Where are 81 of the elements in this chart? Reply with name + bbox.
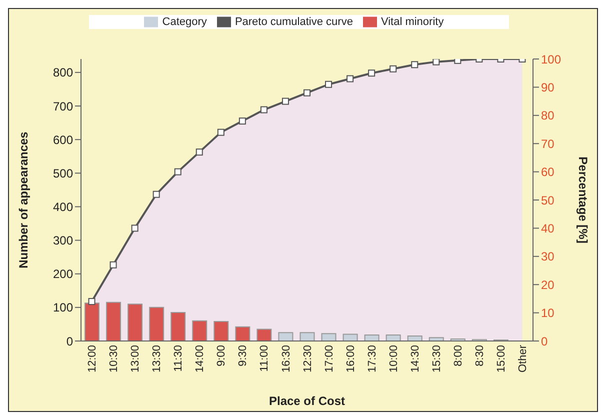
x-tick-label: 10:30 [108,345,120,373]
point [152,190,160,198]
x-tick-label: 15:00 [496,345,508,373]
y2-tick-label: 0 [541,334,548,348]
bar [386,334,401,341]
y2-tick-label: 100 [541,52,562,66]
legend-label: Pareto cumulative curve [234,16,353,28]
bar [128,304,143,341]
y2-axis-title: Percentage [%] [576,156,590,244]
bar [300,332,315,341]
x-tick-label: 13:30 [151,345,164,373]
y-tick-label: 100 [52,300,74,315]
x-tick-label: 12:00 [86,345,99,373]
x-tick-label: 9:00 [216,345,228,366]
point [238,118,246,125]
y-axis-title: Number of appearances [16,131,30,268]
x-tick-label: 8:30 [474,345,486,366]
point [432,59,440,66]
y-tick-label: 500 [52,166,74,180]
x-tick-label: 17:00 [323,345,336,373]
point [217,128,224,136]
legend-label: Category [162,16,207,28]
x-tick-label: 10:00 [388,345,400,373]
point [368,70,376,77]
bar [170,312,186,341]
point [390,65,397,72]
y-tick-label: 400 [52,200,74,214]
bar [192,320,208,341]
x-tick-label: 17:30 [366,345,378,373]
bar [149,306,164,341]
point [304,89,310,96]
y-tick-label: 600 [52,132,74,147]
bar [235,326,250,341]
bar [321,333,336,341]
bar [428,337,444,341]
bar [214,321,229,341]
y2-tick-label: 50 [541,193,555,208]
y2-tick-label: 90 [541,80,555,94]
x-tick-label: 14:00 [194,345,206,373]
y2-tick-label: 20 [541,278,555,292]
x-tick-label: 11:30 [172,345,185,372]
point [131,224,138,232]
x-tick-label: 11:00 [258,345,271,372]
y2-tick-label: 70 [541,136,555,151]
x-tick-label: 16:00 [344,345,357,373]
point [88,298,96,306]
x-tick-label: 12:30 [302,345,314,373]
y2-tick-label: 30 [541,250,555,264]
y-tick-label: 700 [52,99,74,114]
x-tick-label: 13:00 [130,345,142,373]
bar [256,328,272,341]
x-tick-label: 9:30 [237,345,250,366]
y2-tick-label: 80 [541,108,555,123]
x-tick-label: Other [517,344,530,373]
y-tick-label: 0 [66,334,74,348]
bar [106,302,122,341]
x-axis-title: Place of Cost [268,394,346,408]
legend-label: Vital minority [380,16,444,28]
point [411,61,418,68]
y-tick-label: 200 [52,267,74,282]
bar [278,332,294,341]
y2-tick-label: 40 [541,221,555,236]
x-tick-label: 14:30 [409,345,422,373]
point [282,98,289,105]
x-tick-label: 15:30 [430,345,443,373]
point [110,261,117,268]
point [346,75,354,82]
bar [407,335,422,341]
bar [342,334,358,341]
y-tick-label: 800 [52,66,74,80]
y2-tick-label: 10 [541,306,555,320]
bar [364,334,380,341]
x-tick-label: 16:30 [280,345,292,373]
bar [84,302,100,341]
y-tick-label: 300 [52,234,74,248]
point [174,168,182,176]
point [196,148,203,156]
x-tick-label: 8:00 [452,345,464,366]
point [325,80,332,88]
point [260,106,268,114]
y2-tick-label: 60 [541,165,555,180]
